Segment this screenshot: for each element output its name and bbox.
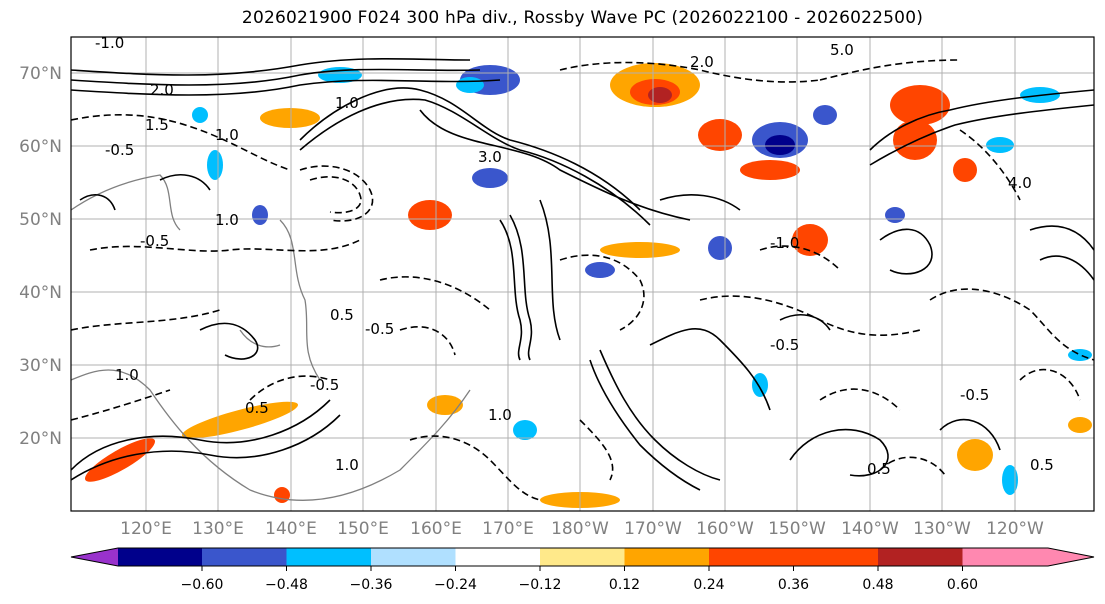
colorbar-tick-label: 0.12 bbox=[609, 577, 640, 593]
colorbar-tick-label: 0.48 bbox=[862, 577, 893, 593]
contour-label: 1.0 bbox=[115, 366, 139, 384]
lon-label: 170°E bbox=[482, 519, 534, 539]
contour-label: 0.5 bbox=[867, 460, 891, 478]
contour-label: 1.5 bbox=[145, 116, 169, 134]
lon-label: 170°W bbox=[624, 519, 682, 539]
colorbar-segment bbox=[118, 548, 203, 566]
contour-label: -1.0 bbox=[95, 34, 124, 52]
lon-label: 150°W bbox=[768, 519, 826, 539]
contour-label: 0.5 bbox=[245, 399, 269, 417]
contour-label: 0.5 bbox=[1030, 456, 1054, 474]
lon-label: 160°E bbox=[410, 519, 462, 539]
colorbar-outline bbox=[70, 547, 1095, 567]
lat-label: 40°N bbox=[19, 283, 62, 303]
lon-label: 150°E bbox=[337, 519, 389, 539]
map-frame bbox=[70, 36, 1095, 512]
contour-label: 2.0 bbox=[150, 81, 174, 99]
contour-label: -0.5 bbox=[365, 320, 394, 338]
solid-contours bbox=[71, 57, 1094, 491]
colorbar-segment bbox=[793, 548, 878, 566]
contour-label: -0.5 bbox=[140, 232, 169, 250]
lon-label: 160°W bbox=[696, 519, 754, 539]
lat-label: 50°N bbox=[19, 210, 62, 230]
colorbar-tick-label: −0.36 bbox=[350, 577, 393, 593]
contour-labels: -1.0 5.0 2.0 1.0 1.5 -0.5 3.0 1.0 -0.5 0… bbox=[95, 34, 1054, 478]
contour-label: -0.5 bbox=[310, 376, 339, 394]
colorbar-tick-label: 0.60 bbox=[947, 577, 978, 593]
dashed-contours bbox=[71, 59, 1094, 501]
contour-label: 4.0 bbox=[1008, 174, 1032, 192]
contour-label: 1.0 bbox=[488, 406, 512, 424]
lat-label: 70°N bbox=[19, 64, 62, 84]
contour-label: 0.5 bbox=[330, 306, 354, 324]
colorbar-segment bbox=[878, 548, 963, 566]
colorbar-tick-label: 0.24 bbox=[693, 577, 724, 593]
lon-label: 130°E bbox=[192, 519, 244, 539]
colorbar-tick-label: 0.36 bbox=[778, 577, 809, 593]
lat-label: 20°N bbox=[19, 429, 62, 449]
map-content: -1.0 5.0 2.0 1.0 1.5 -0.5 3.0 1.0 -0.5 0… bbox=[71, 34, 1094, 511]
colorbar-min-extend bbox=[71, 548, 118, 566]
graticule bbox=[71, 37, 1094, 511]
lon-label: 130°W bbox=[913, 519, 971, 539]
colorbar-segment bbox=[455, 548, 540, 566]
contour-label: 1.0 bbox=[335, 456, 359, 474]
latitude-axis: 70°N 60°N 50°N 40°N 30°N 20°N bbox=[19, 64, 62, 449]
chart-title: 2026021900 F024 300 hPa div., Rossby Wav… bbox=[241, 8, 924, 28]
contour-label: 1.0 bbox=[335, 94, 359, 112]
colorbar-segment bbox=[371, 548, 456, 566]
colorbar-tick-label: −0.24 bbox=[434, 577, 477, 593]
colorbar-tick-label: −0.12 bbox=[519, 577, 562, 593]
lon-label: 180°W bbox=[551, 519, 609, 539]
longitude-axis: 120°E 130°E 140°E 150°E 160°E 170°E 180°… bbox=[120, 519, 1044, 539]
colorbar-max-extend bbox=[962, 548, 1094, 566]
colorbar-segment bbox=[540, 548, 625, 566]
colorbar: −0.60 −0.48 −0.36 −0.24 −0.12 0.12 0.24 … bbox=[70, 547, 1095, 593]
colorbar-tick-label: −0.60 bbox=[181, 577, 224, 593]
lon-label: 140°E bbox=[265, 519, 317, 539]
contour-label: -0.5 bbox=[105, 141, 134, 159]
divergence-shading bbox=[85, 63, 1092, 508]
colorbar-ticks bbox=[201, 566, 963, 571]
lat-label: 60°N bbox=[19, 137, 62, 157]
colorbar-segment bbox=[286, 548, 371, 566]
contour-label: -0.5 bbox=[960, 386, 989, 404]
colorbar-tick-label: −0.48 bbox=[265, 577, 308, 593]
contour-label: -1.0 bbox=[770, 234, 799, 252]
contour-label: 1.0 bbox=[215, 126, 239, 144]
lon-label: 140°W bbox=[841, 519, 899, 539]
lat-label: 30°N bbox=[19, 356, 62, 376]
colorbar-segment bbox=[709, 548, 794, 566]
colorbar-segment bbox=[202, 548, 287, 566]
colorbar-segment bbox=[624, 548, 709, 566]
contour-label: 5.0 bbox=[830, 41, 854, 59]
contour-label: -0.5 bbox=[770, 336, 799, 354]
lon-label: 120°E bbox=[120, 519, 172, 539]
contour-label: 2.0 bbox=[690, 53, 714, 71]
contour-label: 3.0 bbox=[478, 148, 502, 166]
lon-label: 120°W bbox=[986, 519, 1044, 539]
contour-label: 1.0 bbox=[215, 211, 239, 229]
